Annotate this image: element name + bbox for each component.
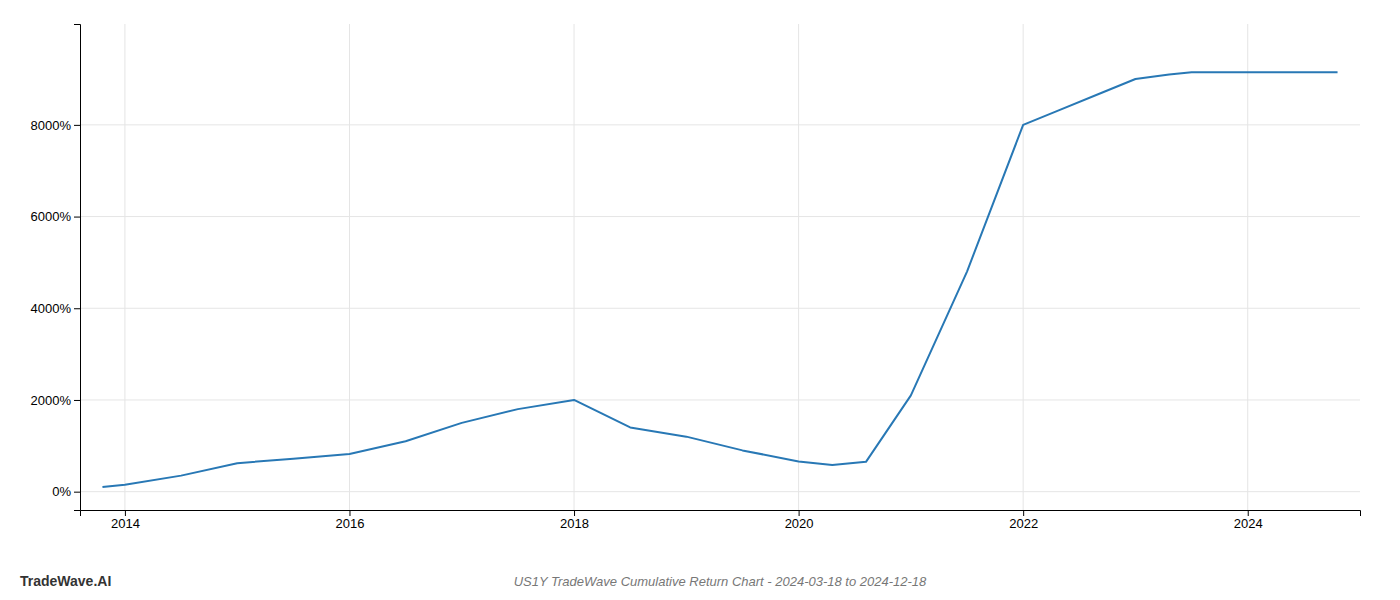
grid-line [1023, 24, 1024, 510]
tick: 0% [52, 484, 80, 499]
axis-line [81, 511, 1361, 517]
grid-line [1247, 24, 1248, 510]
tick: 2000% [31, 393, 80, 408]
grid-line [80, 124, 1360, 125]
tick: 2014 [111, 510, 140, 531]
marks [102, 72, 1337, 487]
tick-mark [1023, 510, 1024, 516]
annotation: TradeWave.AI [20, 573, 111, 589]
tick: 2016 [336, 510, 365, 531]
grid-line [80, 399, 1360, 400]
tick-mark [74, 217, 80, 218]
grid-line [349, 24, 350, 510]
title: US1Y TradeWave Cumulative Return Chart -… [514, 574, 927, 589]
tick-label: 2022 [1009, 516, 1038, 531]
plot-area: 2014 2016 2018 2020 2022 2024 0% 2000% 4000% 6000… [31, 24, 1361, 531]
tick-mark [74, 125, 80, 126]
tick-label: 4000% [31, 301, 72, 316]
grid-line [80, 216, 1360, 217]
axis-line [74, 25, 81, 511]
tick-label: 2020 [785, 516, 814, 531]
tick-label: 2024 [1234, 516, 1263, 531]
tick-label: 0% [52, 484, 71, 499]
grid-line [574, 24, 575, 510]
tick-mark [1248, 510, 1249, 516]
tick-mark [74, 492, 80, 493]
tick-mark [74, 308, 80, 309]
tick-label: 2000% [31, 393, 72, 408]
tick: 2020 [785, 510, 814, 531]
tick: 2024 [1234, 510, 1263, 531]
tick-label: 2014 [111, 516, 140, 531]
grid [80, 24, 1360, 510]
tick-mark [74, 400, 80, 401]
tick-mark [799, 510, 800, 516]
grid-line [124, 24, 125, 510]
line [102, 72, 1337, 487]
tick-mark [349, 510, 350, 516]
x-axis: 2014 2016 2018 2020 2022 2024 [81, 510, 1361, 531]
grid-line [798, 24, 799, 510]
tick-label: 2018 [560, 516, 589, 531]
tick-label: 6000% [31, 209, 72, 224]
tick: 4000% [31, 301, 80, 316]
tick: 2018 [560, 510, 589, 531]
chart: 2014 2016 2018 2020 2022 2024 0% 2000% 4000% 6000… [0, 0, 1400, 600]
tick-mark [125, 510, 126, 516]
tick-mark [574, 510, 575, 516]
grid-line [80, 308, 1360, 309]
y-axis: 0% 2000% 4000% 6000% 8000% [31, 25, 81, 511]
tick-label: 8000% [31, 118, 72, 133]
tick-label: 2016 [336, 516, 365, 531]
tick: 6000% [31, 209, 80, 224]
grid-line [80, 491, 1360, 492]
tick: 2022 [1009, 510, 1038, 531]
tick: 8000% [31, 118, 80, 133]
